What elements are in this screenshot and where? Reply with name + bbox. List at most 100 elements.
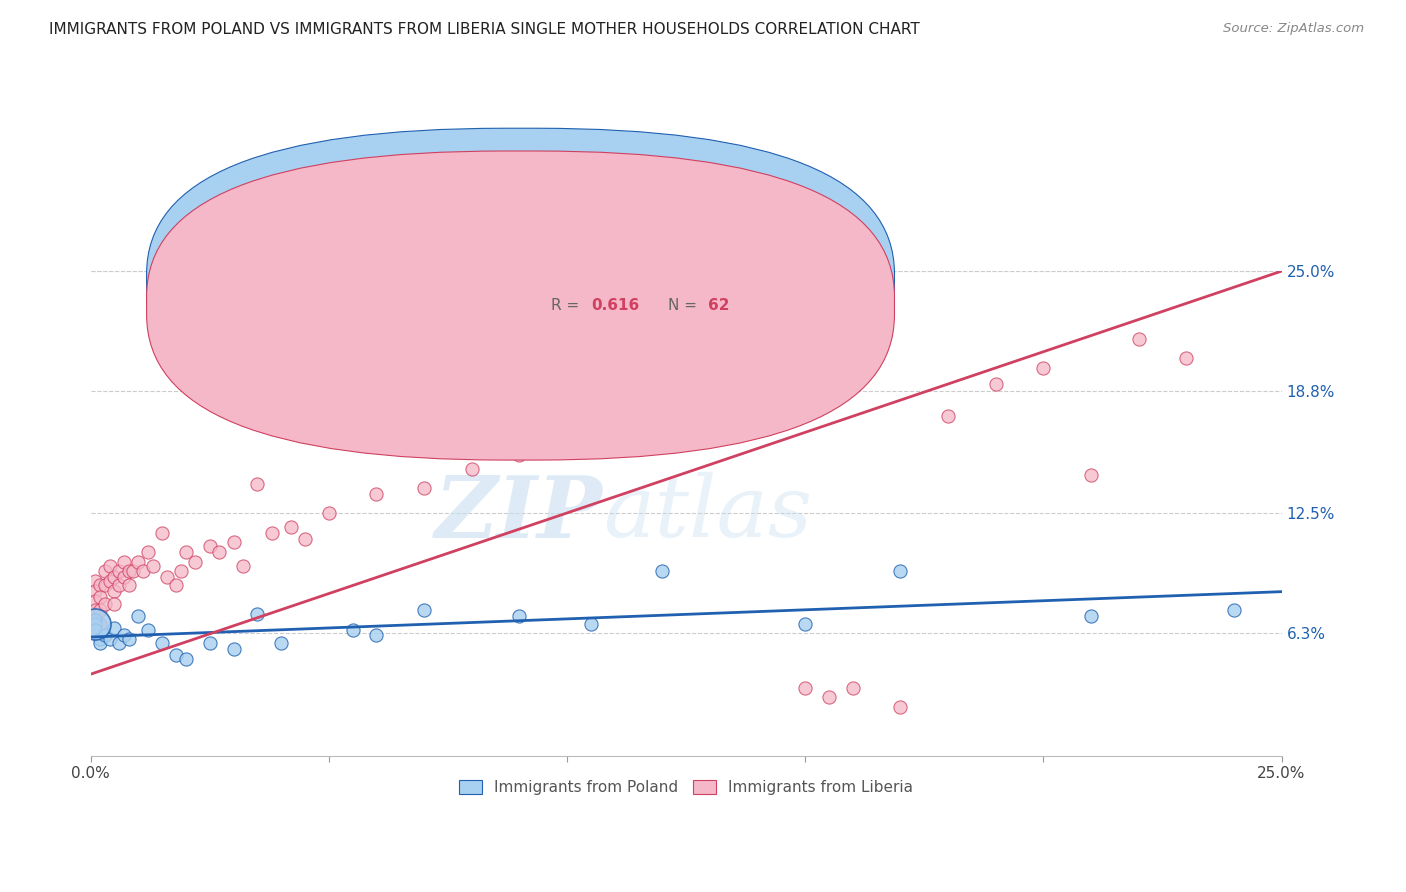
- Point: [1223, 603, 1246, 617]
- Point: [794, 681, 817, 695]
- Text: ZIP: ZIP: [434, 472, 603, 555]
- Point: [141, 558, 163, 573]
- Point: [747, 384, 769, 399]
- Point: [150, 525, 173, 540]
- Text: R =: R =: [551, 276, 585, 290]
- Point: [84, 613, 107, 627]
- Point: [222, 642, 245, 657]
- Point: [651, 565, 673, 579]
- Point: [84, 603, 107, 617]
- Point: [89, 632, 111, 647]
- Point: [165, 578, 187, 592]
- Text: 62: 62: [707, 298, 728, 313]
- Point: [170, 565, 193, 579]
- Point: [165, 648, 187, 662]
- Point: [127, 555, 149, 569]
- FancyBboxPatch shape: [146, 151, 894, 460]
- Point: [94, 628, 117, 642]
- Point: [413, 603, 436, 617]
- FancyBboxPatch shape: [478, 261, 793, 326]
- Point: [103, 570, 125, 584]
- Point: [112, 570, 135, 584]
- Point: [699, 370, 721, 384]
- Text: N =: N =: [668, 276, 702, 290]
- Point: [413, 481, 436, 495]
- Point: [1175, 351, 1198, 366]
- Point: [122, 565, 145, 579]
- Point: [603, 429, 626, 443]
- Point: [89, 616, 111, 631]
- Point: [651, 390, 673, 404]
- Point: [208, 545, 231, 559]
- Point: [184, 555, 207, 569]
- Point: [818, 690, 841, 705]
- Point: [460, 462, 482, 476]
- Point: [84, 616, 107, 631]
- Text: Source: ZipAtlas.com: Source: ZipAtlas.com: [1223, 22, 1364, 36]
- Point: [108, 636, 131, 650]
- Point: [222, 535, 245, 549]
- Point: [136, 623, 159, 637]
- Point: [89, 603, 111, 617]
- Point: [108, 578, 131, 592]
- Text: 30: 30: [707, 276, 728, 290]
- Point: [136, 545, 159, 559]
- Point: [508, 609, 530, 624]
- FancyBboxPatch shape: [146, 128, 894, 437]
- Point: [280, 520, 302, 534]
- Point: [98, 632, 121, 647]
- Point: [1032, 361, 1054, 376]
- Point: [84, 574, 107, 589]
- Point: [103, 583, 125, 598]
- Point: [118, 632, 141, 647]
- Point: [294, 532, 316, 546]
- Point: [246, 607, 269, 621]
- Point: [508, 448, 530, 462]
- Point: [270, 636, 292, 650]
- Point: [127, 609, 149, 624]
- Point: [98, 558, 121, 573]
- Point: [174, 545, 197, 559]
- Point: [198, 636, 221, 650]
- Text: atlas: atlas: [603, 472, 811, 555]
- Point: [366, 628, 388, 642]
- Point: [198, 539, 221, 553]
- Point: [555, 409, 578, 424]
- Point: [94, 598, 117, 612]
- Text: 0.616: 0.616: [591, 298, 640, 313]
- Point: [94, 578, 117, 592]
- Point: [84, 613, 107, 627]
- Point: [889, 565, 911, 579]
- Point: [132, 565, 155, 579]
- Point: [84, 616, 107, 631]
- Point: [318, 507, 340, 521]
- Point: [118, 578, 141, 592]
- Point: [84, 583, 107, 598]
- Text: N =: N =: [668, 298, 702, 313]
- Point: [579, 616, 602, 631]
- Text: R =: R =: [551, 298, 585, 313]
- Point: [89, 636, 111, 650]
- Point: [118, 565, 141, 579]
- Point: [108, 565, 131, 579]
- Point: [366, 487, 388, 501]
- Point: [103, 621, 125, 635]
- Point: [842, 681, 865, 695]
- Point: [112, 628, 135, 642]
- Point: [94, 565, 117, 579]
- Point: [84, 623, 107, 637]
- Point: [984, 376, 1007, 391]
- Point: [89, 590, 111, 604]
- Point: [794, 616, 817, 631]
- Point: [246, 477, 269, 491]
- Point: [342, 623, 364, 637]
- Point: [156, 570, 179, 584]
- Point: [260, 525, 283, 540]
- Point: [1080, 467, 1102, 482]
- Point: [84, 593, 107, 607]
- Point: [98, 574, 121, 589]
- Point: [150, 636, 173, 650]
- Point: [89, 578, 111, 592]
- Point: [174, 651, 197, 665]
- Point: [103, 598, 125, 612]
